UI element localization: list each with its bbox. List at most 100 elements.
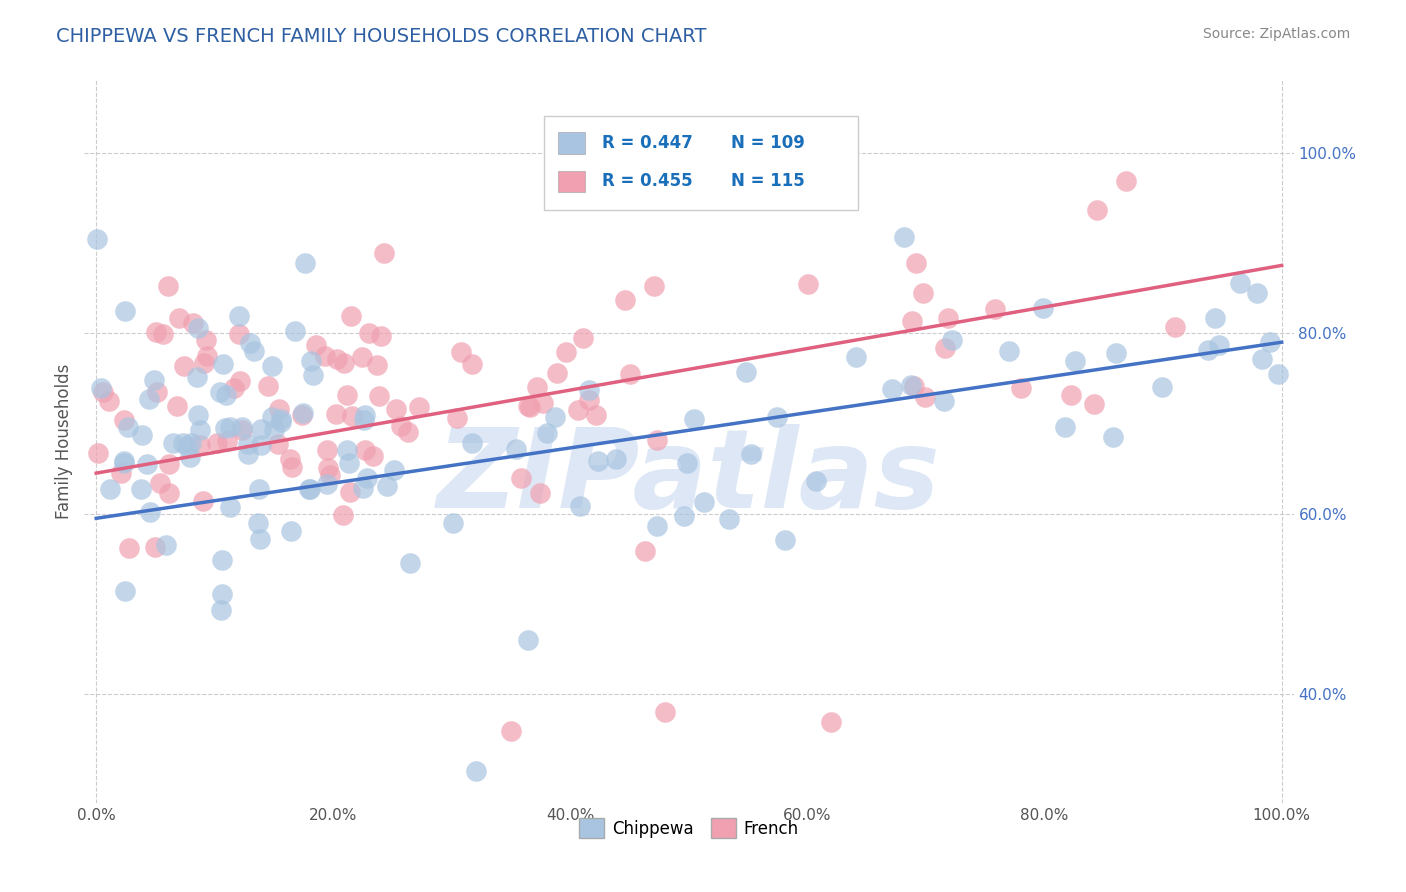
Point xyxy=(155,538,177,552)
Point xyxy=(242,344,264,359)
Point xyxy=(250,422,273,436)
Point xyxy=(218,420,240,434)
Point xyxy=(188,438,211,452)
Point xyxy=(845,350,868,364)
Point xyxy=(316,443,339,458)
Text: R = 0.455: R = 0.455 xyxy=(602,172,693,190)
Point xyxy=(336,388,359,402)
Text: N = 109: N = 109 xyxy=(731,134,806,153)
Point xyxy=(555,345,578,359)
Point xyxy=(249,438,271,452)
Point xyxy=(291,405,314,419)
Point xyxy=(645,434,668,448)
Y-axis label: Family Households: Family Households xyxy=(55,364,73,519)
Point xyxy=(299,354,322,368)
Point xyxy=(162,436,184,450)
Point xyxy=(997,344,1019,359)
Point xyxy=(370,329,392,343)
Point xyxy=(215,388,238,402)
Point xyxy=(339,456,361,470)
Point xyxy=(1053,420,1076,434)
Point xyxy=(193,356,215,370)
Point xyxy=(281,460,304,475)
Point xyxy=(399,556,422,570)
Point xyxy=(217,434,239,449)
Point xyxy=(87,446,110,460)
Point xyxy=(585,408,607,422)
Point xyxy=(262,359,284,373)
Point xyxy=(903,378,925,392)
Point xyxy=(461,435,484,450)
FancyBboxPatch shape xyxy=(544,117,858,211)
Text: N = 115: N = 115 xyxy=(731,172,806,190)
Point xyxy=(893,229,915,244)
Point xyxy=(176,439,198,453)
Point xyxy=(228,326,250,341)
FancyBboxPatch shape xyxy=(558,132,585,154)
Point xyxy=(672,509,695,524)
Point xyxy=(270,415,292,429)
Point xyxy=(354,443,377,458)
Point xyxy=(333,356,356,370)
Point xyxy=(280,524,302,539)
Point xyxy=(1267,367,1289,381)
Point xyxy=(1083,397,1105,411)
Point xyxy=(291,408,314,422)
Point xyxy=(1208,338,1230,352)
Point xyxy=(735,365,758,379)
Point xyxy=(247,482,270,496)
Point xyxy=(938,310,960,325)
Point xyxy=(880,383,903,397)
Point xyxy=(384,463,406,477)
Point xyxy=(572,331,595,345)
Point xyxy=(1164,320,1187,334)
Point xyxy=(1204,310,1226,325)
Point xyxy=(353,408,375,422)
Point xyxy=(396,425,419,439)
Point xyxy=(179,450,201,465)
Point xyxy=(1085,203,1108,218)
Point xyxy=(517,632,540,647)
Point xyxy=(332,508,354,522)
Point xyxy=(517,399,540,413)
Point xyxy=(586,454,609,468)
Point xyxy=(1032,301,1054,316)
Point xyxy=(526,380,548,394)
Point xyxy=(222,381,245,395)
Point xyxy=(1063,353,1085,368)
Point xyxy=(450,345,472,359)
FancyBboxPatch shape xyxy=(558,170,585,193)
Point xyxy=(932,394,955,409)
Point xyxy=(299,482,322,496)
Point xyxy=(461,357,484,371)
Point xyxy=(270,411,292,425)
Point xyxy=(93,384,115,399)
Point xyxy=(188,423,211,437)
Point xyxy=(389,418,412,433)
Point xyxy=(529,485,551,500)
Point xyxy=(901,314,924,328)
Point xyxy=(143,540,166,554)
Point xyxy=(157,457,180,471)
Point xyxy=(231,420,253,434)
Point xyxy=(142,373,165,387)
Point xyxy=(804,474,827,488)
Point xyxy=(214,421,236,435)
Point xyxy=(114,303,136,318)
Point xyxy=(773,533,796,548)
Point xyxy=(1152,380,1174,394)
Point xyxy=(361,449,384,463)
Point xyxy=(231,423,253,437)
Point xyxy=(260,410,283,425)
Point xyxy=(353,481,375,495)
Point xyxy=(138,392,160,407)
Point xyxy=(157,485,180,500)
Point xyxy=(187,408,209,422)
Point xyxy=(766,409,789,424)
Point xyxy=(326,351,349,366)
Point xyxy=(1115,173,1137,187)
Point xyxy=(373,246,395,260)
Point xyxy=(385,402,408,417)
Point xyxy=(536,425,558,440)
Point xyxy=(914,390,936,404)
